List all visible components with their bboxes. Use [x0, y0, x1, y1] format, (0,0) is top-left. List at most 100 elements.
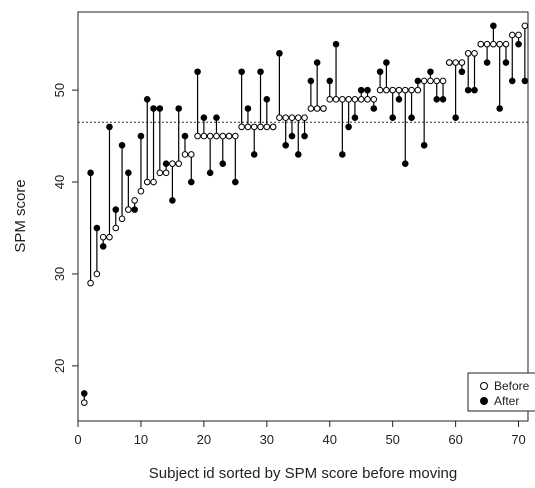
- after-point: [250, 151, 258, 158]
- before-point: [232, 132, 239, 140]
- axes-layer: 0 10 20 30 40 50 60 70 20 30 40 50: [52, 83, 526, 447]
- after-point: [232, 178, 239, 186]
- before-point: [187, 151, 195, 158]
- before-point: [169, 160, 176, 167]
- before-point: [125, 206, 132, 213]
- after-point: [339, 151, 346, 158]
- y-tick-label: 20: [52, 359, 67, 373]
- after-point: [93, 224, 101, 232]
- after-point: [244, 105, 252, 112]
- before-point: [458, 59, 466, 66]
- before-point: [200, 132, 208, 140]
- after-point: [395, 96, 403, 103]
- after-point: [276, 50, 283, 57]
- legend-box: [467, 372, 535, 412]
- before-point: [471, 50, 478, 57]
- after-point: [345, 123, 352, 131]
- before-point: [326, 96, 334, 103]
- after-point: [502, 59, 510, 66]
- after-point: [508, 77, 516, 85]
- before-point: [301, 114, 308, 121]
- after-point: [294, 151, 302, 158]
- before-point: [351, 96, 359, 103]
- after-point: [213, 114, 220, 121]
- after-point: [87, 169, 94, 177]
- after-point: [326, 77, 334, 85]
- after-point: [420, 141, 428, 149]
- before-point: [464, 50, 472, 57]
- before-point: [143, 178, 151, 186]
- before-point: [131, 197, 138, 204]
- y-tick-label: 50: [52, 83, 67, 97]
- after-point: [162, 160, 170, 167]
- after-point: [376, 68, 384, 76]
- x-axis-title: Subject id sorted by SPM score before mo…: [149, 465, 457, 482]
- before-point: [345, 96, 352, 103]
- after-point: [521, 77, 529, 85]
- after-point: [307, 77, 315, 85]
- after-point: [452, 114, 459, 121]
- before-point: [257, 123, 264, 131]
- before-point: [502, 40, 510, 48]
- before-point: [383, 86, 390, 94]
- after-point: [288, 132, 296, 140]
- after-point: [169, 197, 176, 204]
- before-point: [219, 132, 227, 140]
- after-point: [364, 86, 371, 94]
- x-tick-label: 70: [511, 432, 525, 447]
- before-point: [320, 105, 327, 112]
- after-point: [80, 390, 88, 397]
- before-point: [106, 233, 113, 241]
- after-point: [433, 96, 441, 103]
- after-point: [181, 132, 189, 140]
- before-point: [521, 22, 529, 30]
- after-point: [194, 68, 201, 76]
- after-point: [383, 59, 390, 66]
- before-point: [420, 77, 428, 85]
- before-point: [433, 77, 441, 85]
- after-point: [370, 105, 378, 112]
- before-point: [376, 86, 384, 94]
- before-point: [395, 86, 403, 94]
- before-point: [175, 160, 182, 167]
- before-point: [150, 178, 157, 186]
- before-point: [288, 114, 296, 121]
- after-point: [414, 77, 422, 85]
- before-point: [408, 86, 415, 94]
- after-point: [515, 40, 522, 48]
- after-point: [389, 114, 396, 121]
- after-point: [490, 22, 497, 30]
- before-point: [137, 187, 145, 195]
- after-point: [464, 86, 472, 94]
- before-point: [496, 40, 503, 48]
- x-tick-label: 50: [385, 432, 399, 447]
- after-point: [282, 141, 289, 149]
- before-point: [194, 132, 201, 140]
- after-point: [496, 105, 503, 112]
- x-tick-label: 40: [323, 432, 337, 447]
- legend-before-marker: [480, 382, 488, 390]
- y-axis-title: SPM score: [12, 179, 29, 252]
- before-point: [206, 132, 214, 140]
- after-point: [106, 123, 113, 131]
- after-point: [219, 160, 227, 167]
- before-point: [439, 77, 447, 85]
- after-point: [137, 132, 145, 140]
- after-point: [408, 114, 415, 121]
- before-point: [370, 96, 378, 103]
- x-tick-label: 60: [448, 432, 462, 447]
- legend-before-label: Before: [494, 379, 530, 393]
- before-point: [490, 40, 497, 48]
- before-point: [269, 123, 277, 131]
- before-point: [313, 105, 321, 112]
- before-point: [238, 123, 245, 131]
- before-point: [427, 77, 434, 85]
- before-point: [339, 96, 346, 103]
- legend-after-label: After: [494, 394, 519, 408]
- after-point: [313, 59, 321, 66]
- after-point: [301, 132, 308, 140]
- before-point: [225, 132, 233, 140]
- before-point: [282, 114, 289, 121]
